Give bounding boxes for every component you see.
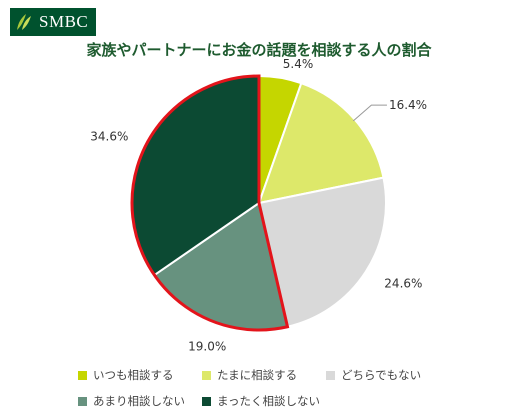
chart-title: 家族やパートナーにお金の話題を相談する人の割合 <box>86 41 432 59</box>
legend-label: いつも相談する <box>93 368 174 382</box>
legend-item: どちらでもない <box>326 367 450 383</box>
chart-legend: いつも相談する たまに相談する どちらでもない あまり相談しない まったく相談し… <box>78 362 518 414</box>
legend-label: まったく相談しない <box>217 394 321 408</box>
legend-swatch <box>78 396 87 406</box>
legend-label: たまに相談する <box>217 368 298 382</box>
slice-value-label: 34.6% <box>90 129 128 143</box>
legend-swatch <box>202 370 211 380</box>
legend-item: あまり相談しない <box>78 393 202 409</box>
legend-swatch <box>202 396 211 406</box>
pie-chart: 5.4% 16.4% 24.6% 19.0% 34.6% <box>90 57 427 353</box>
leader-line <box>352 104 387 122</box>
legend-label: どちらでもない <box>341 368 422 382</box>
pie-slice <box>257 176 387 328</box>
highlight-outline <box>130 74 290 332</box>
legend-swatch <box>78 370 87 380</box>
slice-value-label: 24.6% <box>384 277 422 291</box>
smbc-logo: SMBC <box>10 8 96 36</box>
legend-item: いつも相談する <box>78 367 202 383</box>
legend-swatch <box>326 370 335 380</box>
legend-item: たまに相談する <box>202 367 326 383</box>
slice-value-label: 16.4% <box>389 98 427 112</box>
slice-value-label: 19.0% <box>188 339 226 353</box>
legend-label: あまり相談しない <box>93 394 185 408</box>
smbc-leaf-icon <box>17 14 31 30</box>
slice-value-label: 5.4% <box>283 57 314 71</box>
legend-item: まったく相談しない <box>202 393 326 409</box>
brand-name: SMBC <box>39 12 89 31</box>
